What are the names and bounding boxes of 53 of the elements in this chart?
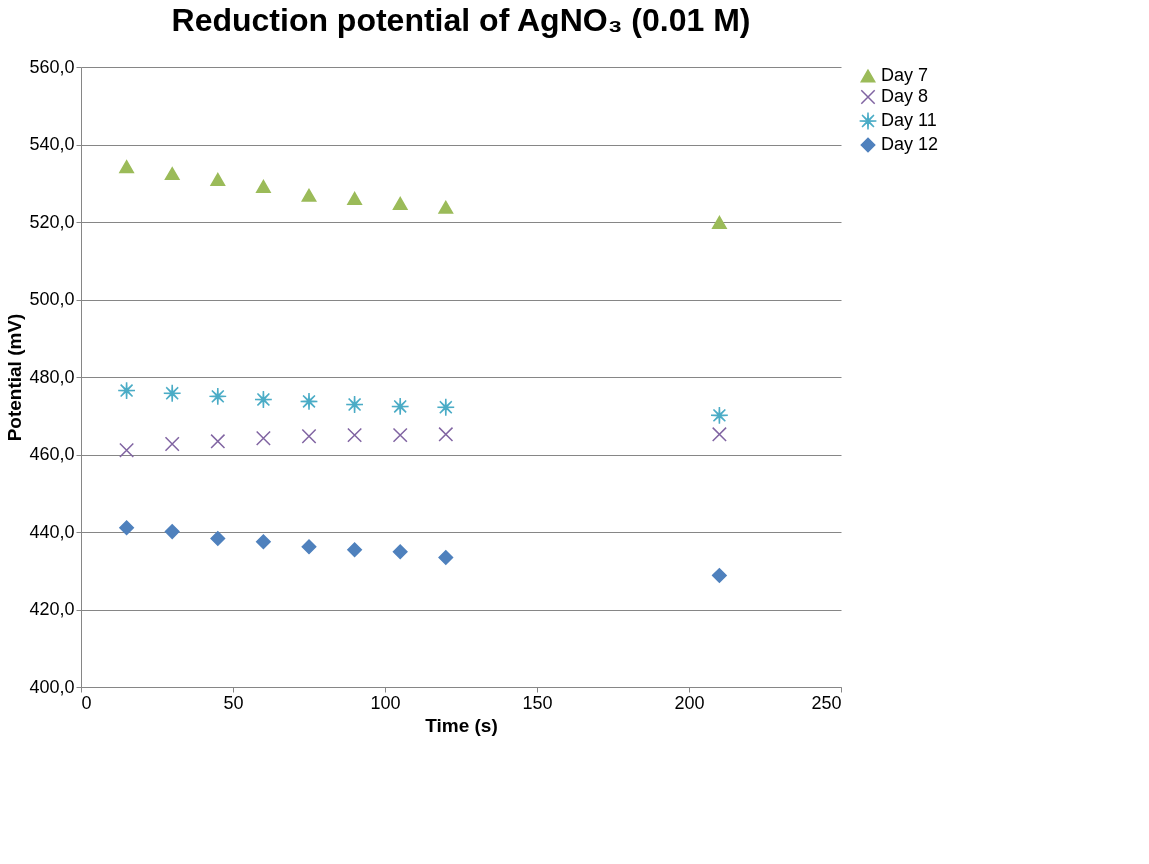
x-tick-label: 200 bbox=[674, 692, 705, 713]
point bbox=[301, 428, 317, 444]
y-tick-label: 540,0 bbox=[29, 134, 75, 154]
point bbox=[208, 387, 227, 406]
point bbox=[255, 534, 271, 550]
y-tick-label: 480,0 bbox=[29, 366, 75, 387]
point bbox=[210, 172, 226, 186]
point bbox=[438, 426, 454, 442]
point bbox=[711, 215, 727, 229]
point bbox=[392, 427, 408, 443]
point bbox=[711, 426, 727, 442]
legend-label: Day 11 bbox=[881, 110, 937, 130]
y-tick-label: 460,0 bbox=[29, 444, 75, 464]
point bbox=[164, 436, 180, 452]
point bbox=[438, 200, 454, 214]
y-tick-label: 520,0 bbox=[29, 211, 75, 232]
point bbox=[119, 520, 135, 536]
point bbox=[164, 524, 180, 540]
legend-label: Day 8 bbox=[881, 86, 929, 106]
x-tick-label: 250 bbox=[811, 692, 842, 713]
x-tick-label: 50 bbox=[223, 692, 244, 713]
x-tick-label: 150 bbox=[522, 692, 553, 713]
point bbox=[392, 544, 408, 560]
legend-label: Day 7 bbox=[881, 65, 929, 85]
y-axis-title: Potential (mV) bbox=[4, 313, 26, 442]
y-tick-label: 500,0 bbox=[29, 289, 75, 309]
legend-label: Day 12 bbox=[881, 134, 939, 154]
point bbox=[210, 433, 226, 449]
y-tick-label: 560,0 bbox=[29, 56, 75, 77]
point bbox=[710, 406, 729, 425]
point bbox=[119, 442, 135, 458]
y-tick-label: 420,0 bbox=[29, 599, 75, 619]
point bbox=[436, 398, 455, 417]
x-axis-title: Time (s) bbox=[425, 714, 498, 736]
point bbox=[347, 427, 363, 443]
point bbox=[255, 430, 271, 446]
y-tick-label: 400,0 bbox=[29, 676, 75, 697]
point bbox=[163, 384, 182, 403]
point bbox=[255, 179, 271, 193]
point bbox=[164, 167, 180, 181]
point bbox=[301, 188, 317, 202]
x-tick-label: 0 bbox=[81, 692, 92, 713]
point bbox=[119, 160, 135, 174]
point bbox=[347, 191, 363, 205]
point bbox=[392, 196, 408, 210]
point bbox=[210, 531, 226, 547]
point bbox=[301, 539, 317, 555]
point bbox=[438, 550, 454, 566]
y-tick-label: 440,0 bbox=[29, 521, 75, 542]
x-tick-label: 100 bbox=[370, 692, 401, 713]
point bbox=[347, 542, 363, 558]
point bbox=[711, 567, 727, 583]
chart-title: Reduction potential of AgNO₃ (0.01 M) bbox=[171, 2, 751, 38]
